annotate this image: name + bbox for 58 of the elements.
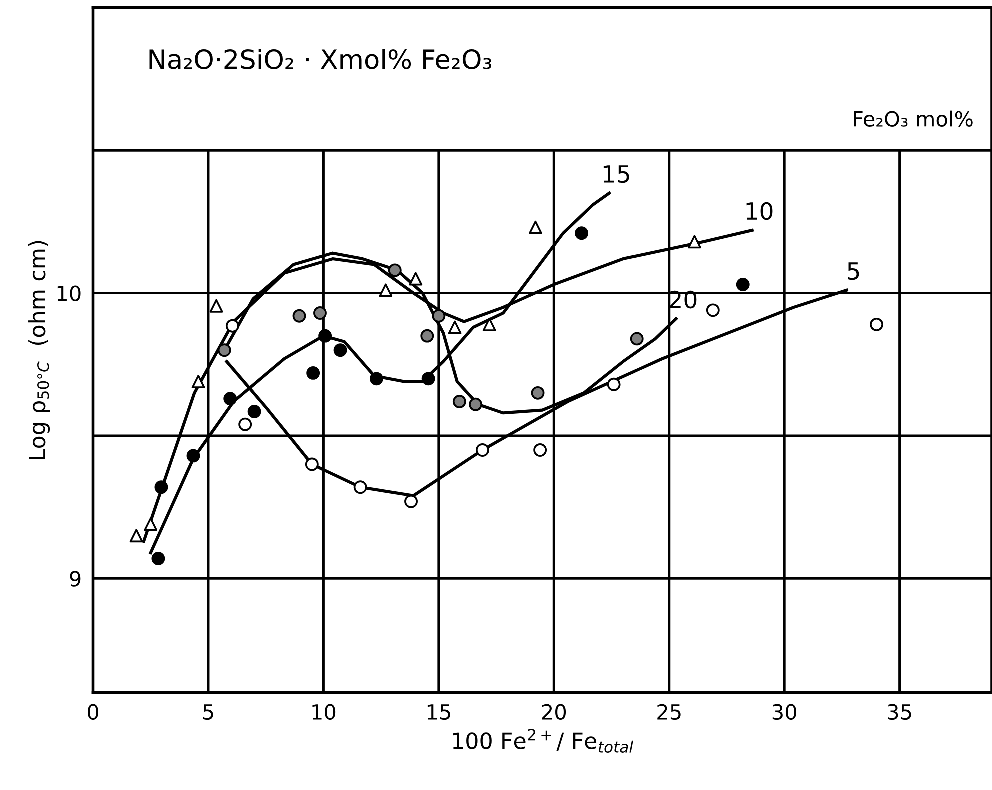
point [688, 235, 702, 249]
point [370, 372, 384, 386]
point [432, 309, 446, 323]
point [354, 480, 368, 494]
point [305, 458, 319, 472]
point [607, 378, 621, 392]
point [306, 366, 320, 380]
y-tick-label: 9 [70, 571, 81, 587]
point [152, 552, 166, 566]
point [448, 320, 462, 334]
x-tick-label: 15 [428, 704, 450, 720]
series-label: 10 [746, 202, 773, 220]
point [210, 299, 224, 313]
y-axis-title: Log ρ$_{50°C}$ (ohm cm) [28, 241, 50, 460]
point [379, 284, 393, 298]
x-axis-title: 100 Fe$^{2+}$/ Fe$_{total}$ [453, 729, 634, 753]
point [736, 278, 750, 292]
x-tick-label: 10 [312, 704, 336, 720]
x-tick-label: 5 [203, 704, 214, 720]
text: Na₂O·2SiO₂ · Xmol% Fe₂O₃ [150, 48, 492, 70]
point [422, 372, 436, 386]
point [314, 306, 327, 320]
point [452, 395, 466, 408]
point [238, 418, 252, 432]
point [476, 444, 490, 457]
point [575, 226, 589, 240]
point [870, 318, 884, 332]
series-label: 15 [604, 166, 630, 184]
point [334, 344, 348, 358]
point [226, 319, 240, 333]
point [528, 220, 542, 234]
x-tick-label: 35 [888, 704, 912, 720]
point [192, 375, 206, 388]
point [482, 318, 496, 332]
legend-title: Fe₂O₃ mol% [854, 110, 973, 127]
point [388, 264, 402, 278]
x-tick-label: 30 [772, 704, 796, 720]
x-tick-label: 25 [658, 704, 681, 720]
point [531, 386, 545, 400]
point [404, 494, 418, 508]
point [292, 309, 306, 323]
point [248, 405, 262, 418]
point [186, 449, 200, 463]
point [469, 398, 483, 412]
point [318, 329, 332, 343]
point [130, 529, 144, 543]
point [706, 304, 720, 318]
point [218, 344, 232, 358]
x-tick-label: 20 [542, 704, 566, 720]
x-tick-label: 0 [88, 704, 98, 720]
point [420, 329, 434, 343]
point [224, 392, 238, 406]
point [630, 332, 644, 346]
point [154, 480, 168, 494]
point [144, 518, 158, 532]
series-label: 5 [848, 262, 860, 280]
point [534, 444, 548, 457]
point [409, 272, 423, 286]
